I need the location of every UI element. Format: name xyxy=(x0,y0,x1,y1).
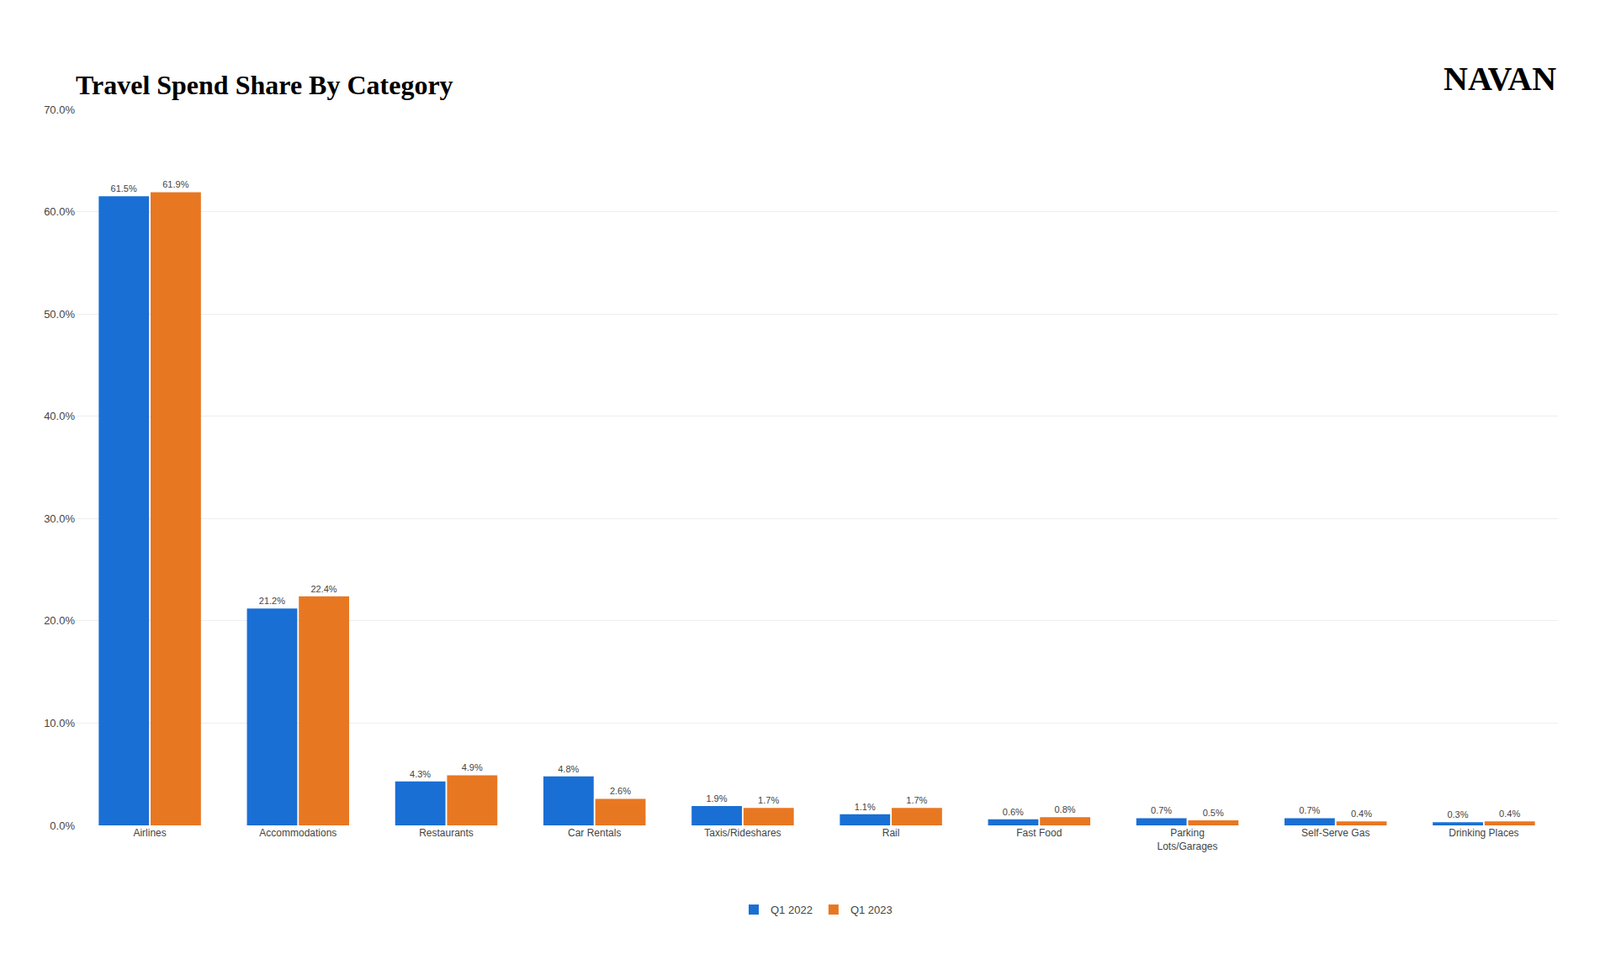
svg-text:Q1 2022: Q1 2022 xyxy=(770,903,813,917)
svg-text:10.0%: 10.0% xyxy=(43,716,75,730)
svg-text:Restaurants: Restaurants xyxy=(418,826,474,839)
svg-text:1.1%: 1.1% xyxy=(854,801,876,812)
svg-text:1.7%: 1.7% xyxy=(757,794,779,806)
svg-text:0.4%: 0.4% xyxy=(1499,808,1521,819)
svg-text:22.4%: 22.4% xyxy=(310,583,337,594)
svg-text:Rail: Rail xyxy=(882,826,901,839)
svg-text:4.9%: 4.9% xyxy=(461,762,483,773)
svg-text:0.6%: 0.6% xyxy=(1002,806,1024,817)
svg-text:Car Rentals: Car Rentals xyxy=(567,826,621,839)
svg-text:Self-Serve Gas: Self-Serve Gas xyxy=(1301,826,1370,839)
svg-text:61.9%: 61.9% xyxy=(162,179,189,190)
svg-text:2.6%: 2.6% xyxy=(609,785,631,796)
svg-text:0.7%: 0.7% xyxy=(1298,805,1320,816)
svg-text:ParkingLots/Garages: ParkingLots/Garages xyxy=(1156,826,1218,853)
svg-text:Taxis/Rideshares: Taxis/Rideshares xyxy=(704,826,781,839)
svg-text:NAVAN: NAVAN xyxy=(1443,59,1557,98)
svg-text:21.2%: 21.2% xyxy=(259,595,286,606)
svg-text:20.0%: 20.0% xyxy=(43,614,75,627)
svg-text:61.5%: 61.5% xyxy=(111,183,138,194)
svg-text:4.3%: 4.3% xyxy=(409,768,431,779)
svg-text:Drinking Places: Drinking Places xyxy=(1448,826,1519,839)
svg-text:Fast Food: Fast Food xyxy=(1016,826,1062,839)
svg-text:0.4%: 0.4% xyxy=(1350,808,1373,819)
svg-text:Accommodations: Accommodations xyxy=(259,826,337,839)
svg-text:0.5%: 0.5% xyxy=(1202,807,1224,818)
svg-text:0.8%: 0.8% xyxy=(1054,804,1076,815)
svg-text:0.7%: 0.7% xyxy=(1150,805,1172,816)
svg-text:40.0%: 40.0% xyxy=(43,409,75,423)
svg-text:70.0%: 70.0% xyxy=(43,103,75,117)
svg-text:4.8%: 4.8% xyxy=(557,763,579,774)
svg-text:30.0%: 30.0% xyxy=(43,512,75,525)
svg-text:Airlines: Airlines xyxy=(132,826,166,839)
svg-text:0.3%: 0.3% xyxy=(1446,809,1468,820)
svg-text:0.0%: 0.0% xyxy=(49,819,75,832)
svg-text:1.7%: 1.7% xyxy=(905,794,928,806)
svg-text:50.0%: 50.0% xyxy=(43,307,75,321)
svg-text:Q1 2023: Q1 2023 xyxy=(850,903,893,917)
svg-text:Travel Spend Share By Category: Travel Spend Share By Category xyxy=(75,69,454,101)
svg-text:1.9%: 1.9% xyxy=(705,793,727,804)
svg-text:60.0%: 60.0% xyxy=(43,205,75,218)
